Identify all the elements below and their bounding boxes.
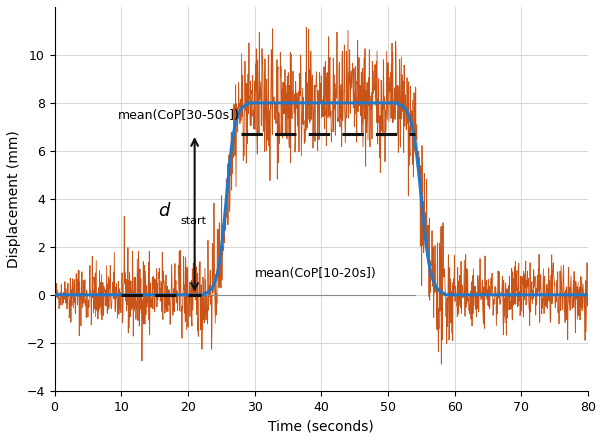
Text: start: start bbox=[180, 216, 206, 226]
Text: mean(CoP[30-50s]): mean(CoP[30-50s]) bbox=[118, 109, 240, 122]
Text: $d$: $d$ bbox=[158, 202, 171, 220]
X-axis label: Time (seconds): Time (seconds) bbox=[268, 419, 374, 433]
Text: mean(CoP[10-20s]): mean(CoP[10-20s]) bbox=[254, 268, 376, 280]
Y-axis label: Displacement (mm): Displacement (mm) bbox=[7, 130, 21, 268]
